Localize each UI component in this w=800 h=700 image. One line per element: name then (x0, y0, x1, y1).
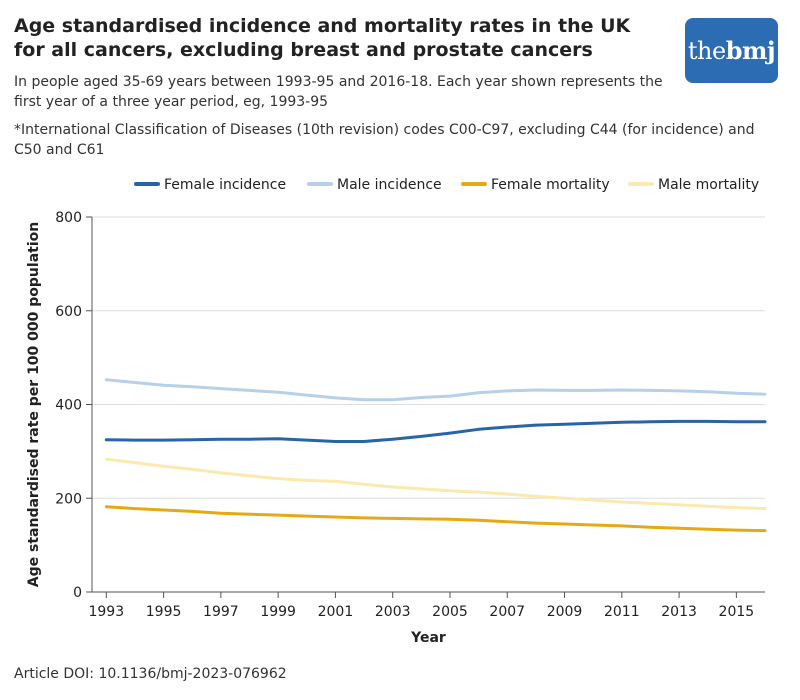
chart-title: Age standardised incidence and mortality… (14, 15, 631, 61)
x-tick-label: 2015 (719, 604, 755, 620)
x-tick-label: 1999 (260, 604, 296, 620)
article-doi: Article DOI: 10.1136/bmj-2023-076962 (14, 666, 287, 682)
y-tick-label: 0 (73, 585, 82, 601)
x-tick-label: 1993 (88, 604, 124, 620)
y-axis-title: Age standardised rate per 100 000 popula… (26, 222, 42, 587)
x-tick-label: 2009 (547, 604, 583, 620)
series-line-male-incidence (104, 378, 767, 402)
y-tick-label: 600 (55, 304, 82, 320)
y-tick-label: 200 (55, 491, 82, 507)
legend-label-female-incidence: Female incidence (164, 177, 286, 193)
chart-legend: Female incidence Male incidence Female mor… (134, 177, 759, 193)
x-tick-label: 1995 (146, 604, 182, 620)
x-tick-label: 2003 (375, 604, 411, 620)
x-tick-label: 1997 (203, 604, 239, 620)
y-tick-label: 400 (55, 398, 82, 414)
bmj-logo[interactable]: the bmj (685, 18, 778, 83)
x-tick-label: 2011 (604, 604, 640, 620)
x-tick-label: 2007 (489, 604, 525, 620)
series-line-female-incidence (104, 419, 767, 443)
series-line-male-mortality (104, 457, 767, 511)
chart-grid (92, 216, 765, 499)
legend-label-female-mortality: Female mortality (491, 177, 610, 193)
series-line-female-mortality (104, 505, 767, 533)
legend-label-male-mortality: Male mortality (658, 177, 759, 193)
logo-prefix: the (687, 36, 726, 65)
chart-axes: 0 200 400 600 800 1993 1995 1997 1999 2001 2003 200… (55, 210, 765, 620)
legend-label-male-incidence: Male incidence (337, 177, 442, 193)
y-tick-label: 800 (55, 210, 82, 226)
x-axis-title: Year (410, 630, 446, 646)
x-tick-label: 2005 (432, 604, 468, 620)
chart-subtitle: In people aged 35-69 years between 1993-… (14, 74, 663, 110)
chart-footnote: *International Classification of Disease… (14, 122, 755, 158)
logo-bold: bmj (725, 36, 776, 65)
chart-series (104, 378, 767, 533)
x-tick-label: 2013 (661, 604, 697, 620)
x-tick-label: 2001 (318, 604, 354, 620)
